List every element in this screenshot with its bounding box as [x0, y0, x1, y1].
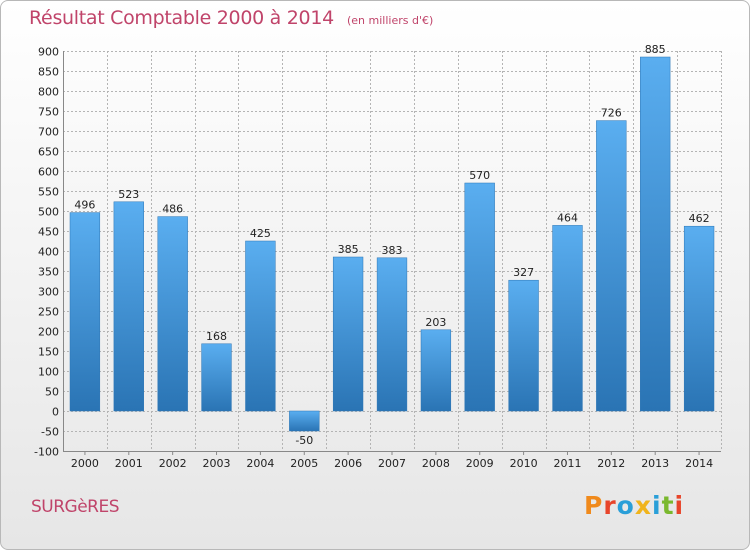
bar — [420, 329, 452, 412]
x-tick-label: 2014 — [685, 457, 713, 470]
chart-subtitle: (en milliers d'€) — [346, 14, 434, 27]
axis-layer: -100 -50 0 50 100 150 200 250 300 350 400 450 500 550… — [34, 46, 721, 470]
y-tick-label: 800 — [38, 86, 59, 99]
bar — [596, 120, 627, 412]
y-tick-label: 300 — [38, 286, 59, 299]
x-tick-label: 2010 — [510, 457, 538, 470]
data-label: 327 — [513, 266, 534, 279]
data-label: 885 — [645, 43, 666, 56]
data-label: 425 — [250, 227, 271, 240]
bar — [376, 257, 408, 412]
bar — [69, 212, 101, 412]
x-tick-label: 2000 — [71, 457, 99, 470]
bar — [157, 216, 188, 412]
y-tick-label: 350 — [38, 266, 59, 279]
logo-letter: i — [674, 491, 685, 520]
y-tick-label: 0 — [52, 406, 59, 419]
data-label: 462 — [689, 212, 710, 225]
data-label: 726 — [601, 107, 622, 120]
bar — [640, 56, 671, 412]
y-tick-label: -50 — [41, 426, 59, 439]
logo-letter: t — [661, 491, 675, 520]
y-tick-label: 150 — [38, 346, 59, 359]
y-tick-label: 250 — [38, 306, 59, 319]
y-tick-label: 650 — [38, 146, 59, 159]
bar — [508, 279, 539, 412]
y-tick-label: 700 — [38, 126, 59, 139]
x-tick-label: 2008 — [422, 457, 450, 470]
y-tick-label: 50 — [45, 386, 59, 399]
x-tick-label: 2004 — [246, 457, 274, 470]
logo-letter: o — [616, 491, 635, 520]
chart-title: Résultat Comptable 2000 à 2014 — [29, 7, 334, 29]
bar — [464, 182, 495, 412]
bar — [683, 225, 715, 412]
y-tick-label: 850 — [38, 66, 59, 79]
x-tick-label: 2009 — [466, 457, 494, 470]
y-tick-label: 900 — [38, 46, 59, 59]
bar — [289, 410, 320, 432]
logo-letter: r — [603, 491, 617, 520]
title-row: Résultat Comptable 2000 à 2014 (en milli… — [29, 7, 433, 29]
bar — [113, 201, 144, 412]
bar-layer — [69, 56, 715, 432]
y-tick-label: 750 — [38, 106, 59, 119]
x-tick-label: 2011 — [554, 457, 582, 470]
y-tick-label: 100 — [38, 366, 59, 379]
y-tick-label: 600 — [38, 166, 59, 179]
x-tick-label: 2006 — [334, 457, 362, 470]
data-label: 570 — [469, 169, 490, 182]
x-tick-label: 2013 — [641, 457, 669, 470]
logo-letter: i — [652, 491, 662, 520]
data-label: 383 — [382, 244, 403, 257]
x-tick-label: 2005 — [290, 457, 318, 470]
data-label: 464 — [557, 211, 578, 224]
y-tick-label: -100 — [34, 446, 59, 459]
y-tick-label: 200 — [38, 326, 59, 339]
data-label: 385 — [338, 243, 359, 256]
y-tick-label: 550 — [38, 186, 59, 199]
x-tick-label: 2001 — [115, 457, 143, 470]
x-tick-label: 2012 — [597, 457, 625, 470]
y-tick-label: 450 — [38, 226, 59, 239]
logo-letter: P — [584, 491, 604, 520]
bar — [201, 343, 232, 412]
x-tick-label: 2003 — [203, 457, 231, 470]
logo-letter: x — [634, 491, 652, 520]
x-tick-label: 2007 — [378, 457, 406, 470]
label-layer: 496 523 486 168 425 -50 385 383 203 570 327 464 726 8… — [74, 43, 709, 447]
place-name: SURGèRES — [31, 497, 120, 517]
y-tick-label: 400 — [38, 246, 59, 259]
data-label: 523 — [118, 188, 139, 201]
data-label: 486 — [162, 203, 183, 216]
data-label: 203 — [425, 316, 446, 329]
data-label: 168 — [206, 330, 227, 343]
data-label: -50 — [295, 434, 313, 447]
y-tick-label: 500 — [38, 206, 59, 219]
x-tick-label: 2002 — [159, 457, 187, 470]
bar — [245, 240, 276, 412]
bar — [332, 256, 364, 412]
proxiti-logo[interactable]: Proxiti — [584, 491, 684, 520]
data-label: 496 — [74, 199, 95, 212]
bar — [552, 225, 583, 412]
